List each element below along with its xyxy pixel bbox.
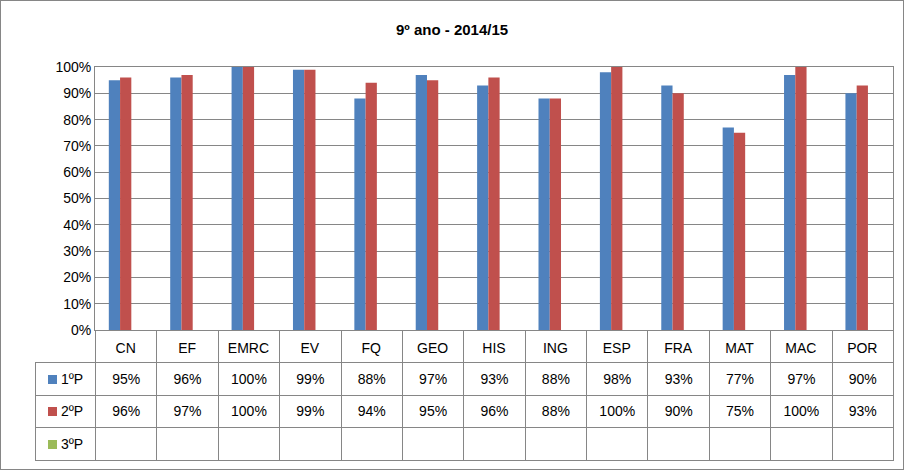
svg-text:10%: 10% [63, 296, 91, 312]
svg-text:EMRC: EMRC [228, 340, 269, 356]
html-text:3ºP: 3ºP [60, 436, 84, 453]
svg-text:ESP: ESP [603, 340, 631, 356]
html-text:93%: 93% [664, 370, 693, 387]
html-text:94%: 94% [357, 403, 386, 420]
svg-text:20%: 20% [63, 269, 91, 285]
svg-text:90%: 90% [63, 85, 91, 101]
svg-text:MAT: MAT [725, 340, 754, 356]
svg-text:EF: EF [178, 340, 196, 356]
html-text:90%: 90% [664, 403, 693, 420]
html-text:99%: 99% [296, 403, 325, 420]
html-text:99%: 99% [296, 370, 325, 387]
svg-text:50%: 50% [63, 190, 91, 206]
html-text:95%: 95% [419, 403, 448, 420]
html-text:100%: 100% [231, 403, 267, 420]
svg-text:100%: 100% [55, 59, 91, 75]
svg-text:80%: 80% [63, 112, 91, 128]
svg-text:HIS: HIS [482, 340, 505, 356]
html-text:88%: 88% [541, 403, 570, 420]
svg-text:MAC: MAC [785, 340, 816, 356]
html-text:100%: 100% [599, 403, 636, 420]
html-text:97%: 97% [173, 403, 202, 420]
svg-text:FQ: FQ [362, 340, 382, 356]
svg-text:EV: EV [301, 340, 320, 356]
html-text:93%: 93% [848, 403, 877, 420]
html-text:95%: 95% [112, 370, 141, 387]
html-text:96%: 96% [173, 370, 202, 387]
html-text:90%: 90% [848, 370, 877, 387]
html-text:2ºP: 2ºP [60, 403, 84, 420]
html-text:100%: 100% [231, 370, 267, 387]
html-text:75%: 75% [726, 403, 754, 420]
html-text:100%: 100% [783, 403, 820, 420]
svg-text:9º ano - 2014/15: 9º ano - 2014/15 [396, 21, 508, 38]
svg-text:FRA: FRA [664, 340, 693, 356]
svg-text:70%: 70% [63, 138, 91, 154]
svg-text:0%: 0% [71, 322, 91, 338]
svg-text:POR: POR [847, 340, 877, 356]
svg-text:CN: CN [116, 340, 136, 356]
svg-text:30%: 30% [63, 243, 91, 259]
html-text:88%: 88% [541, 370, 570, 387]
svg-text:ING: ING [543, 340, 568, 356]
html-text:97%: 97% [787, 370, 816, 387]
svg-text:40%: 40% [63, 217, 91, 233]
html-text:97%: 97% [419, 370, 448, 387]
html-text:96%: 96% [480, 403, 509, 420]
html-text:98%: 98% [603, 370, 632, 387]
html-text:88%: 88% [357, 370, 386, 387]
html-text:93%: 93% [480, 370, 509, 387]
html-text:96%: 96% [112, 403, 141, 420]
svg-text:GEO: GEO [417, 340, 448, 356]
svg-text:60%: 60% [63, 164, 91, 180]
html-text:1ºP: 1ºP [60, 370, 84, 387]
html-text:77%: 77% [726, 370, 754, 387]
